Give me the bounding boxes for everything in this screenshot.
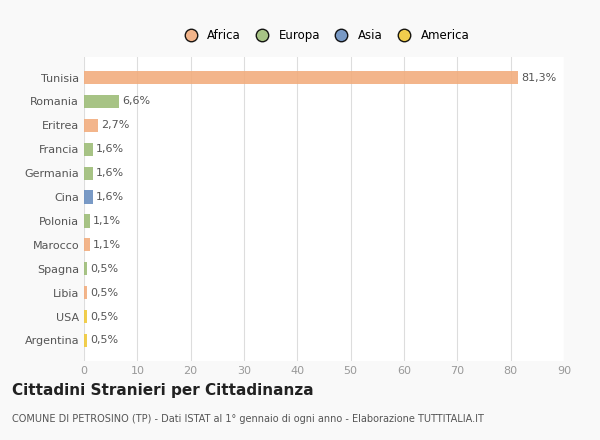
Text: 0,5%: 0,5%: [90, 264, 118, 274]
Bar: [84, 167, 92, 180]
Bar: [84, 119, 98, 132]
Text: 81,3%: 81,3%: [521, 73, 556, 83]
Text: 1,1%: 1,1%: [93, 216, 121, 226]
Text: 0,5%: 0,5%: [90, 335, 118, 345]
Text: 0,5%: 0,5%: [90, 312, 118, 322]
Text: 1,1%: 1,1%: [93, 240, 121, 250]
Bar: [84, 71, 518, 84]
Bar: [84, 334, 86, 347]
Bar: [84, 95, 119, 108]
Bar: [84, 143, 92, 156]
Text: COMUNE DI PETROSINO (TP) - Dati ISTAT al 1° gennaio di ogni anno - Elaborazione : COMUNE DI PETROSINO (TP) - Dati ISTAT al…: [12, 414, 484, 424]
Text: 6,6%: 6,6%: [122, 96, 151, 106]
Bar: [84, 286, 86, 299]
Bar: [84, 262, 86, 275]
Text: 0,5%: 0,5%: [90, 288, 118, 297]
Text: Cittadini Stranieri per Cittadinanza: Cittadini Stranieri per Cittadinanza: [12, 383, 314, 398]
Text: 1,6%: 1,6%: [96, 192, 124, 202]
Bar: [84, 191, 92, 204]
Text: 2,7%: 2,7%: [101, 121, 130, 130]
Bar: [84, 238, 90, 251]
Text: 1,6%: 1,6%: [96, 168, 124, 178]
Text: 1,6%: 1,6%: [96, 144, 124, 154]
Bar: [84, 214, 90, 227]
Legend: Africa, Europa, Asia, America: Africa, Europa, Asia, America: [176, 27, 472, 44]
Bar: [84, 310, 86, 323]
